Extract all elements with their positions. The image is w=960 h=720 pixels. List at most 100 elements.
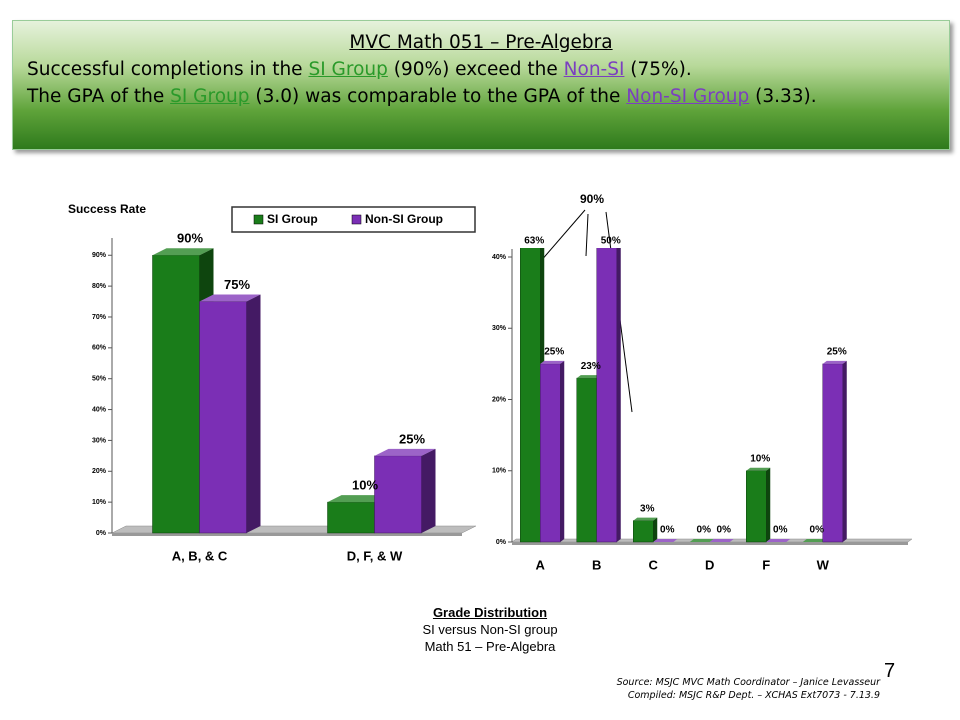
source-line: Source: MSJC MVC Math Coordinator – Jani… bbox=[616, 677, 880, 688]
bar-top bbox=[689, 539, 714, 542]
bar bbox=[152, 255, 200, 534]
value-label: 50% bbox=[601, 236, 621, 247]
x-tick-label: D, F, & W bbox=[347, 548, 403, 563]
y-tick-label: 30% bbox=[92, 437, 107, 444]
header-text-span: (3.0) was comparable to the GPA of the bbox=[249, 86, 627, 107]
x-tick-label: W bbox=[817, 557, 830, 572]
value-label: 3% bbox=[640, 503, 655, 514]
bar bbox=[520, 248, 541, 543]
bars bbox=[152, 248, 436, 534]
bar-top bbox=[374, 448, 436, 456]
legend-swatch bbox=[253, 214, 264, 225]
value-label: 0% bbox=[660, 525, 675, 536]
bar-side bbox=[766, 467, 771, 542]
value-label: 63% bbox=[524, 236, 544, 247]
bar-top bbox=[597, 183, 621, 186]
value-label: 75% bbox=[224, 277, 250, 292]
bar-top bbox=[540, 360, 565, 364]
bar-top bbox=[576, 375, 601, 379]
bar bbox=[540, 363, 561, 543]
bar-side bbox=[421, 448, 436, 533]
value-label: 0% bbox=[773, 525, 788, 536]
bar-top bbox=[746, 467, 771, 471]
value-label: 25% bbox=[827, 347, 847, 358]
bar-side bbox=[616, 248, 621, 542]
bar-top bbox=[709, 539, 734, 542]
bar-side bbox=[246, 294, 261, 533]
header: MVC Math 051 – Pre-Algebra Successful co… bbox=[12, 20, 950, 150]
bar bbox=[327, 501, 375, 534]
bar-top bbox=[199, 294, 261, 302]
header-text-span: The GPA of the bbox=[27, 86, 171, 107]
bar bbox=[374, 455, 422, 534]
header-paragraph: The GPA of the SI Group (3.0) was compar… bbox=[27, 83, 935, 110]
header-text-span: (90%) exceed the bbox=[387, 59, 564, 80]
source-line: Compiled: MSJC R&P Dept. – XCHAS Ext7073… bbox=[627, 690, 880, 701]
bar-top bbox=[633, 517, 658, 521]
x-tick-label: A, B, & C bbox=[172, 548, 228, 563]
header-link[interactable]: Non-SI Group bbox=[626, 86, 750, 107]
y-tick-label: 80% bbox=[92, 283, 107, 290]
annotation: 90% bbox=[580, 192, 604, 206]
legend-label: SI Group bbox=[267, 212, 318, 226]
header-link[interactable]: Non-SI bbox=[563, 59, 625, 80]
y-tick-label: 20% bbox=[492, 396, 507, 403]
value-label: 23% bbox=[581, 361, 601, 372]
value-label: 10% bbox=[352, 478, 378, 493]
bar-side bbox=[842, 360, 847, 542]
caption: Grade Distribution SI versus Non-SI grou… bbox=[360, 604, 620, 655]
value-label: 90% bbox=[177, 231, 203, 246]
value-label: 25% bbox=[399, 431, 425, 446]
legend-label: Non-SI Group bbox=[365, 212, 443, 226]
floor-edge bbox=[112, 533, 462, 536]
header-text: Successful completions in the SI Group (… bbox=[27, 56, 935, 110]
bar-top bbox=[822, 360, 847, 364]
header-text-span: (3.33). bbox=[749, 86, 817, 107]
y-tick-label: 30% bbox=[492, 325, 507, 332]
y-tick-label: 40% bbox=[92, 406, 107, 413]
header-text-span: (75%). bbox=[624, 59, 692, 80]
bar-side bbox=[560, 360, 565, 542]
y-tick-label: 90% bbox=[92, 252, 107, 259]
y-tick-label: 0% bbox=[496, 539, 507, 546]
bar bbox=[746, 470, 767, 543]
y-tick-label: 40% bbox=[492, 254, 507, 261]
value-label: 0% bbox=[717, 525, 732, 536]
x-tick-label: A bbox=[536, 557, 546, 572]
x-tick-label: B bbox=[592, 557, 601, 572]
bar-top bbox=[327, 495, 389, 503]
y-tick-label: 0% bbox=[96, 530, 107, 537]
header-text-span: Successful completions in the bbox=[27, 59, 309, 80]
y-tick-label: 60% bbox=[92, 345, 107, 352]
header-link[interactable]: SI Group bbox=[308, 59, 388, 80]
value-label: 10% bbox=[750, 453, 770, 464]
header-link[interactable]: SI Group bbox=[170, 86, 250, 107]
x-tick-label: C bbox=[649, 557, 659, 572]
bar bbox=[199, 301, 247, 534]
x-tick-label: F bbox=[762, 557, 770, 572]
value-labels: 63% 25% 23% 50% 3% 0% 0% 0% 10% 0% 0% 25% bbox=[524, 236, 847, 536]
header-title: MVC Math 051 – Pre-Algebra bbox=[349, 32, 613, 53]
chart-title: Grade Distribution bbox=[432, 605, 548, 620]
bar bbox=[633, 520, 654, 543]
bar bbox=[822, 363, 843, 543]
y-tick-label: 10% bbox=[92, 499, 107, 506]
chart-subtitle: Math 51 – Pre-Algebra bbox=[424, 639, 556, 654]
bar-side bbox=[653, 517, 658, 542]
floor-edge bbox=[512, 542, 908, 545]
bar bbox=[576, 377, 597, 543]
chart-subtitle: SI versus Non-SI group bbox=[422, 622, 558, 637]
value-labels: 90% 75% 10% 25% bbox=[177, 231, 425, 493]
bar-top bbox=[520, 90, 544, 93]
y-tick-label: 10% bbox=[492, 468, 507, 475]
value-label: 0% bbox=[810, 525, 825, 536]
value-label: 0% bbox=[697, 525, 712, 536]
value-label: 25% bbox=[544, 347, 564, 358]
x-tick-label: D bbox=[705, 557, 714, 572]
annotation-arrow bbox=[539, 209, 586, 263]
header-paragraph: Successful completions in the SI Group (… bbox=[27, 56, 935, 83]
bars bbox=[520, 90, 847, 543]
bar-top bbox=[766, 539, 791, 542]
